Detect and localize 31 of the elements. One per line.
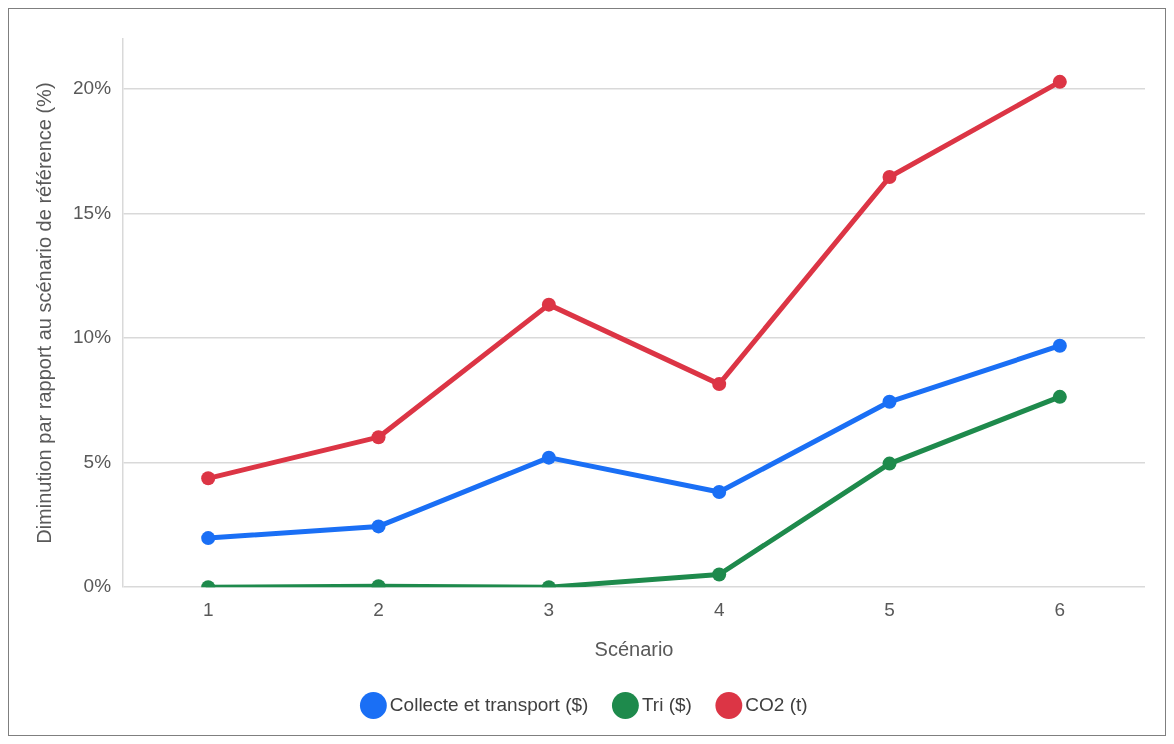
point [371, 430, 386, 445]
point [1052, 338, 1067, 353]
point [712, 567, 727, 582]
point [712, 485, 727, 500]
point [201, 471, 216, 486]
point [541, 297, 556, 312]
y-tick-label: 0% [83, 575, 112, 597]
legend-label: Collecte et transport ($) [389, 693, 589, 715]
x-tick-label: 6 [1054, 598, 1066, 620]
x-axis-title: Scénario [594, 637, 674, 660]
x-tick-label: 5 [884, 598, 895, 620]
x-tick-label: 1 [202, 598, 214, 620]
point [1052, 389, 1067, 404]
y-tick-label: 15% [73, 201, 112, 223]
point [201, 531, 216, 546]
x-tick-label: 2 [373, 598, 384, 620]
y-tick-label: 5% [83, 450, 112, 472]
point [541, 450, 556, 465]
point [882, 170, 897, 185]
y-tick-label: 10% [73, 326, 112, 348]
y-tick-label: 20% [73, 77, 112, 99]
point [882, 456, 897, 471]
point [371, 519, 386, 534]
x-tick-label: 3 [543, 598, 555, 620]
point [1052, 74, 1067, 89]
y-axis-title: Diminution par rapport au scénario de référence (%) [32, 82, 55, 544]
point [712, 377, 727, 392]
x-tick-label: 4 [713, 598, 725, 620]
point [882, 394, 897, 409]
legend-label: Tri ($) [641, 693, 692, 715]
legend-label: CO2 (t) [745, 693, 808, 715]
